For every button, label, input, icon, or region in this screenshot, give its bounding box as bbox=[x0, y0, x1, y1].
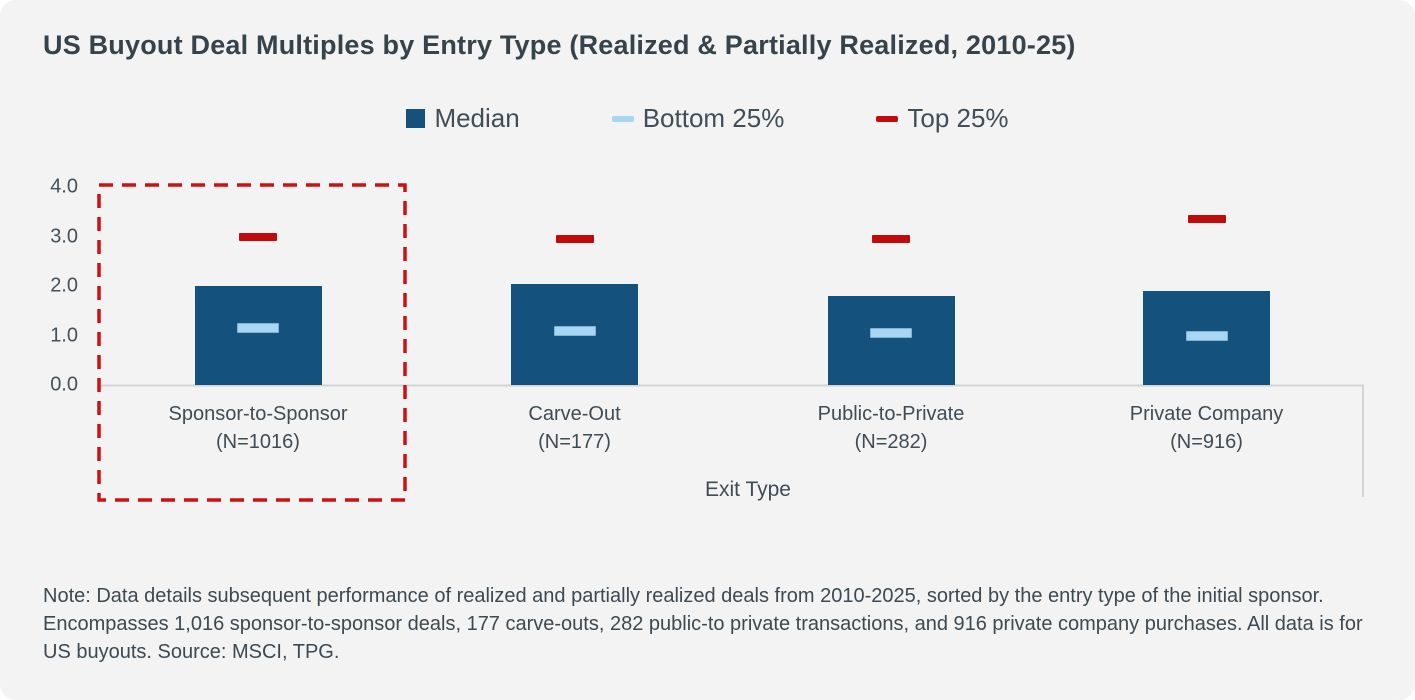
bottom25-marker bbox=[237, 323, 279, 334]
top25-dash-icon bbox=[876, 115, 899, 122]
top25-marker bbox=[872, 234, 910, 243]
highlight-dashed-box bbox=[97, 183, 407, 502]
x-category-n: (N=916) bbox=[1170, 431, 1243, 453]
median-square-icon bbox=[406, 109, 426, 128]
chart-title: US Buyout Deal Multiples by Entry Type (… bbox=[43, 30, 1076, 60]
legend-label-median: Median bbox=[434, 103, 520, 133]
legend-label-bottom25: Bottom 25% bbox=[642, 103, 785, 133]
x-category-name: Sponsor-to-Sponsor bbox=[168, 403, 348, 425]
x-category-name: Public-to-Private bbox=[817, 403, 965, 425]
top25-marker bbox=[239, 232, 277, 241]
x-category-n: (N=177) bbox=[538, 431, 611, 453]
bar-median bbox=[194, 286, 322, 385]
bottom25-marker bbox=[553, 325, 596, 336]
x-axis-line bbox=[98, 384, 1364, 497]
x-category-label: Private Company (N=916) bbox=[1130, 400, 1283, 456]
x-category-label: Public-to-Private (N=282) bbox=[818, 400, 965, 456]
y-tick-label: 4.0 bbox=[50, 175, 78, 198]
y-tick-label: 2.0 bbox=[50, 274, 78, 297]
y-tick-label: 0.0 bbox=[50, 373, 78, 396]
x-axis-title: Exit Type bbox=[705, 478, 791, 501]
bottom25-dash-icon bbox=[611, 115, 634, 122]
x-category-n: (N=1016) bbox=[216, 431, 300, 453]
legend-label-top25: Top 25% bbox=[907, 103, 1009, 133]
y-tick-label: 1.0 bbox=[50, 324, 78, 346]
y-tick-label: 3.0 bbox=[50, 225, 78, 247]
legend-item-bottom25: Bottom 25% bbox=[611, 103, 785, 134]
x-category-label: Sponsor-to-Sponsor (N=1016) bbox=[169, 400, 348, 456]
legend-item-top25: Top 25% bbox=[876, 103, 1009, 134]
top25-marker bbox=[1187, 215, 1226, 224]
bar-median bbox=[827, 295, 955, 385]
bottom25-marker bbox=[870, 328, 912, 339]
legend-item-median: Median bbox=[406, 103, 520, 134]
bottom25-marker bbox=[1185, 330, 1228, 341]
x-category-n: (N=282) bbox=[854, 431, 928, 453]
legend: Median Bottom 25% Top 25% bbox=[0, 103, 1415, 134]
x-category-name: Private Company bbox=[1129, 403, 1284, 425]
top25-marker bbox=[555, 234, 594, 243]
x-category-label: Carve-Out (N=177) bbox=[528, 400, 620, 456]
footnote: Note: Data details subsequent performanc… bbox=[43, 585, 1363, 663]
x-category-name: Carve-Out bbox=[528, 403, 621, 425]
